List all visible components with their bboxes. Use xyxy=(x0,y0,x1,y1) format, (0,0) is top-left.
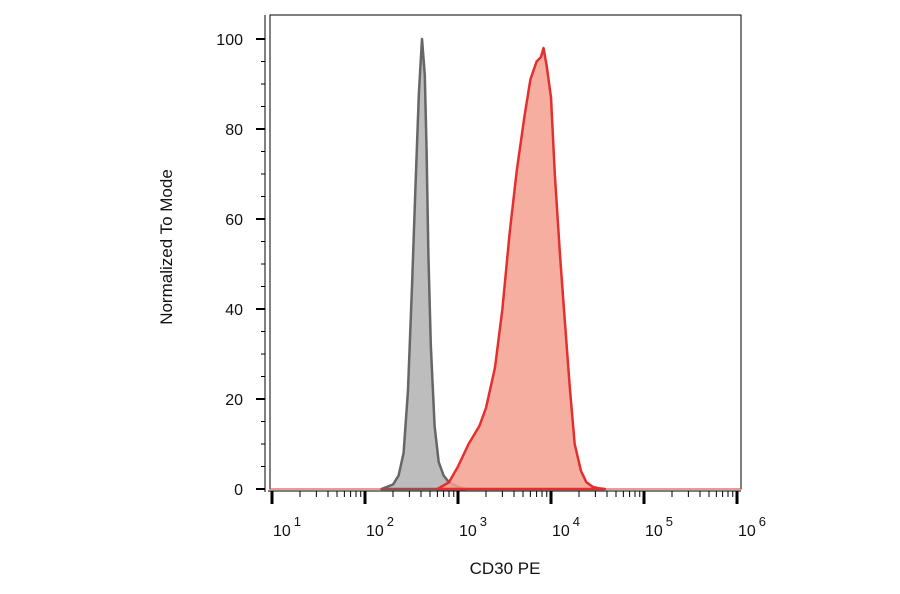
x-axis-label: CD30 PE xyxy=(470,559,541,578)
y-tick-label: 80 xyxy=(225,122,243,139)
y-tick-label: 60 xyxy=(225,212,243,229)
y-tick-label: 40 xyxy=(225,302,243,319)
x-axis: 101 102 103 104 105 106 xyxy=(268,490,766,540)
y-tick-label: 20 xyxy=(225,392,243,409)
x-tick-label: 104 xyxy=(552,514,580,540)
y-tick-label: 100 xyxy=(216,32,243,49)
y-tick-label: 0 xyxy=(234,482,243,499)
series-1-area xyxy=(380,37,467,491)
y-axis: 0 20 40 60 80 100 xyxy=(216,15,266,499)
x-tick-label: 103 xyxy=(459,514,487,540)
x-tick-label: 102 xyxy=(366,514,394,540)
series-layer xyxy=(270,37,741,491)
x-tick-label: 106 xyxy=(738,514,766,540)
series-2-area xyxy=(436,46,607,491)
x-tick-label: 101 xyxy=(273,514,301,540)
y-axis-label: Normalized To Mode xyxy=(157,169,176,325)
x-tick-label: 105 xyxy=(645,514,673,540)
